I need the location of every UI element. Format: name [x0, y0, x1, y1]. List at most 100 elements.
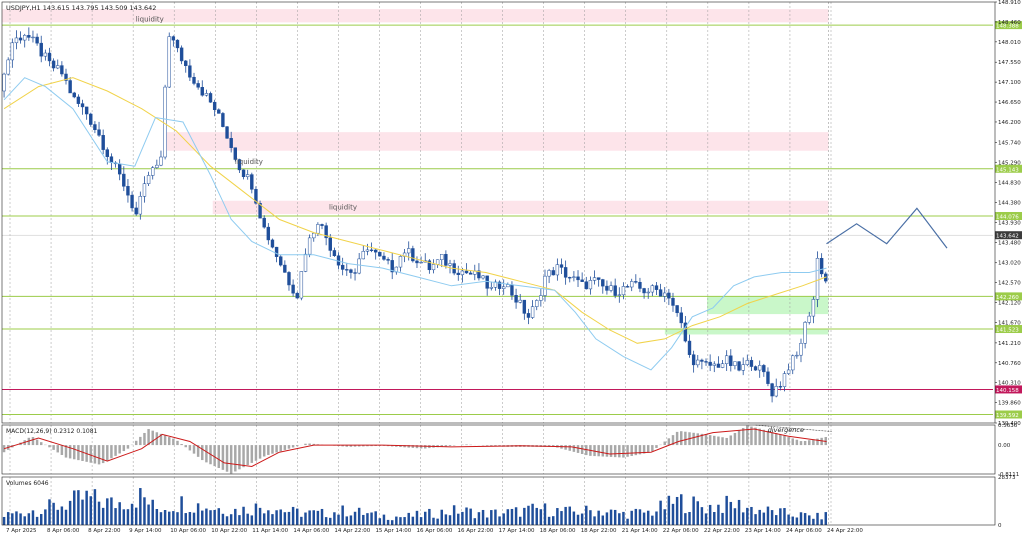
candle-up	[745, 360, 750, 365]
y-tick-label: 146.200	[998, 120, 1021, 126]
candle-down	[279, 256, 283, 266]
candle-down	[378, 251, 382, 257]
volume-y-tick-label: 28373	[998, 475, 1016, 481]
candle-down	[217, 109, 221, 114]
candle-down	[819, 258, 824, 275]
candle-down	[192, 76, 196, 84]
candle-up	[365, 249, 370, 252]
candle-down	[386, 259, 390, 261]
candle-down	[654, 285, 659, 290]
candle-down	[320, 224, 324, 226]
candle-up	[733, 361, 737, 366]
candle-down	[411, 248, 415, 262]
candle-up	[621, 286, 626, 296]
x-tick-label: 16 Apr 22:00	[458, 528, 494, 534]
candle-down	[93, 124, 97, 130]
level-tag	[995, 211, 1022, 220]
candle-down	[47, 52, 52, 62]
y-tick-label: 140.760	[998, 361, 1021, 367]
candle-down	[468, 272, 473, 275]
candle-up	[138, 196, 143, 215]
candle-down	[770, 383, 774, 397]
level-label: 142.260	[996, 295, 1019, 301]
symbol-header: USDJPY,H1 143.615 143.795 143.509 143.64…	[6, 4, 156, 12]
y-tick-label: 139.860	[998, 401, 1021, 407]
macd-y-tick-label: 0.5636	[998, 423, 1018, 429]
candle-down	[270, 239, 275, 248]
candle-down	[105, 149, 109, 157]
candle-up	[23, 35, 27, 41]
x-tick-label: 21 Apr 14:00	[622, 528, 658, 534]
level-label: 145.143	[996, 167, 1019, 173]
level-tag	[995, 385, 1022, 394]
candle-down	[51, 60, 56, 69]
candle-down	[76, 96, 81, 104]
x-tick-label: 22 Apr 22:00	[704, 528, 740, 534]
candle-down	[254, 189, 258, 204]
candle-down	[497, 281, 502, 289]
candle-down	[262, 217, 266, 228]
candle-up	[460, 270, 465, 275]
candle-up	[630, 281, 634, 288]
candle-down	[225, 126, 229, 139]
macd-y-tick-label: 0.00	[998, 443, 1011, 449]
x-tick-label: 22 Apr 06:00	[663, 528, 699, 534]
candle-up	[307, 237, 312, 255]
zone-pink-2	[212, 200, 829, 215]
candle-up	[712, 363, 716, 366]
x-tick-label: 18 Apr 06:00	[540, 528, 576, 534]
level-label: 144.076	[996, 214, 1019, 220]
candle-up	[530, 306, 535, 318]
x-tick-label: 24 Apr 22:00	[827, 528, 863, 534]
candle-up	[696, 359, 700, 366]
candle-down	[605, 285, 609, 291]
candle-down	[101, 135, 105, 150]
candle-up	[815, 258, 820, 300]
annotations: liquidity liquidity liquidity	[136, 16, 357, 212]
y-tick-label: 145.290	[998, 160, 1021, 166]
candle-up	[43, 52, 48, 57]
x-tick-label: 14 Apr 06:00	[293, 528, 329, 534]
liquidity-annotation: liquidity	[235, 158, 263, 166]
level-label: 140.158	[996, 388, 1019, 394]
candle-down	[613, 285, 617, 296]
candle-down	[221, 113, 225, 127]
y-tick-label: 141.670	[998, 321, 1021, 327]
candle-down	[80, 103, 85, 108]
x-tick-label: 23 Apr 14:00	[745, 528, 781, 534]
candle-down	[291, 284, 295, 294]
projection-path	[826, 207, 948, 249]
candle-down	[510, 284, 514, 296]
candle-down	[559, 264, 564, 268]
candle-up	[435, 259, 440, 265]
candle-up	[361, 251, 365, 260]
y-tick-label: 144.830	[998, 181, 1021, 187]
candle-down	[39, 42, 43, 57]
candle-up	[155, 164, 159, 168]
candle-down	[749, 360, 754, 367]
level-label: 139.592	[996, 413, 1019, 419]
candle-down	[658, 289, 663, 297]
divergence-line	[755, 424, 832, 432]
candle-down	[634, 281, 638, 283]
level-label: 148.388	[996, 24, 1019, 30]
candle-down	[287, 272, 291, 286]
candle-up	[501, 286, 506, 289]
y-tick-label: 139.400	[998, 421, 1021, 427]
candle-up	[811, 299, 816, 317]
x-tick-label: 11 Apr 14:00	[252, 528, 288, 534]
candle-up	[795, 354, 799, 357]
candle-down	[456, 272, 460, 275]
candle-down	[324, 225, 328, 239]
x-tick-label: 9 Apr 14:00	[129, 528, 162, 534]
candle-up	[543, 275, 547, 296]
candle-up	[539, 295, 543, 301]
y-tick-label: 143.480	[998, 240, 1021, 246]
candle-down	[778, 386, 783, 388]
candle-down	[18, 37, 23, 41]
y-tick-label: 142.570	[998, 281, 1021, 287]
candle-up	[617, 294, 622, 296]
candle-up	[303, 253, 308, 272]
